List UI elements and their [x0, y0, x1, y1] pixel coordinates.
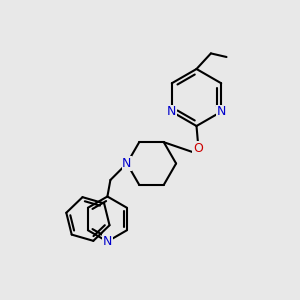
Text: N: N [103, 235, 112, 248]
Text: O: O [193, 142, 203, 155]
Text: N: N [167, 105, 176, 118]
Text: O: O [193, 142, 203, 155]
Text: N: N [122, 157, 132, 170]
Text: N: N [217, 105, 226, 118]
